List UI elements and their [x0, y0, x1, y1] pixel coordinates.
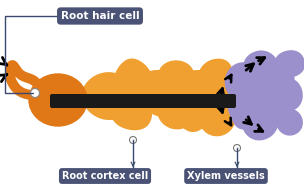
Polygon shape — [244, 50, 279, 89]
Ellipse shape — [6, 66, 14, 73]
Text: Root cortex cell: Root cortex cell — [62, 171, 148, 181]
Polygon shape — [275, 50, 304, 77]
Polygon shape — [276, 108, 303, 136]
Polygon shape — [157, 91, 195, 129]
Polygon shape — [261, 62, 295, 95]
Polygon shape — [199, 101, 236, 136]
Polygon shape — [112, 58, 154, 103]
Polygon shape — [111, 91, 152, 130]
Polygon shape — [274, 79, 303, 112]
Polygon shape — [260, 93, 292, 125]
Circle shape — [130, 137, 136, 143]
FancyBboxPatch shape — [50, 94, 236, 108]
Polygon shape — [198, 81, 235, 115]
Polygon shape — [176, 93, 212, 132]
Polygon shape — [157, 60, 195, 97]
Polygon shape — [175, 70, 219, 107]
Polygon shape — [198, 59, 233, 97]
Polygon shape — [245, 75, 280, 109]
Polygon shape — [242, 104, 278, 140]
Polygon shape — [225, 62, 264, 100]
Polygon shape — [227, 86, 261, 129]
Polygon shape — [133, 70, 181, 117]
Text: Root hair cell: Root hair cell — [61, 11, 139, 21]
Polygon shape — [81, 72, 132, 120]
Polygon shape — [5, 60, 42, 100]
Ellipse shape — [29, 74, 87, 126]
Circle shape — [30, 88, 40, 97]
Text: Xylem vessels: Xylem vessels — [187, 171, 265, 181]
Circle shape — [233, 145, 240, 151]
